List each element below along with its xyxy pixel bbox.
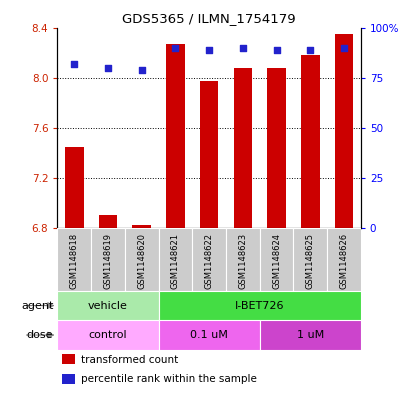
Text: GSM1148619: GSM1148619 xyxy=(103,233,112,289)
Text: I-BET726: I-BET726 xyxy=(234,301,284,310)
Bar xyxy=(99,215,117,228)
Bar xyxy=(300,55,319,228)
Bar xyxy=(233,68,252,228)
Text: 1 uM: 1 uM xyxy=(296,330,323,340)
Text: GSM1148622: GSM1148622 xyxy=(204,233,213,289)
Text: vehicle: vehicle xyxy=(88,301,128,310)
Text: GSM1148626: GSM1148626 xyxy=(339,233,348,289)
Text: GSM1148625: GSM1148625 xyxy=(305,233,314,289)
Bar xyxy=(267,68,285,228)
Point xyxy=(272,46,279,53)
Bar xyxy=(91,228,124,291)
Bar xyxy=(124,228,158,291)
Text: percentile rank within the sample: percentile rank within the sample xyxy=(81,374,256,384)
Point xyxy=(205,46,212,53)
Text: GSM1148623: GSM1148623 xyxy=(238,233,247,289)
Bar xyxy=(199,81,218,228)
Bar xyxy=(225,228,259,291)
Point xyxy=(104,64,111,71)
Bar xyxy=(57,291,158,320)
Point xyxy=(138,66,145,73)
Bar xyxy=(334,34,353,228)
Bar xyxy=(65,147,83,228)
Bar xyxy=(293,228,326,291)
Point xyxy=(71,61,77,67)
Bar xyxy=(57,228,91,291)
Text: control: control xyxy=(88,330,127,340)
Bar xyxy=(259,228,293,291)
Bar xyxy=(62,374,74,384)
Bar xyxy=(158,291,360,320)
Text: GSM1148620: GSM1148620 xyxy=(137,233,146,289)
Point xyxy=(306,46,313,53)
Text: 0.1 uM: 0.1 uM xyxy=(190,330,227,340)
Point xyxy=(340,44,346,51)
Bar xyxy=(158,320,259,350)
Point xyxy=(239,44,245,51)
Title: GDS5365 / ILMN_1754179: GDS5365 / ILMN_1754179 xyxy=(122,12,295,25)
Bar xyxy=(57,320,158,350)
Point xyxy=(172,44,178,51)
Bar xyxy=(259,320,360,350)
Bar xyxy=(192,228,225,291)
Bar xyxy=(166,44,184,228)
Bar xyxy=(326,228,360,291)
Text: GSM1148624: GSM1148624 xyxy=(271,233,280,289)
Text: agent: agent xyxy=(21,301,53,310)
Text: transformed count: transformed count xyxy=(81,354,178,365)
Text: GSM1148621: GSM1148621 xyxy=(171,233,180,289)
Text: dose: dose xyxy=(27,330,53,340)
Text: GSM1148618: GSM1148618 xyxy=(70,233,79,289)
Bar xyxy=(132,226,151,228)
Bar xyxy=(158,228,192,291)
Bar xyxy=(62,354,74,364)
